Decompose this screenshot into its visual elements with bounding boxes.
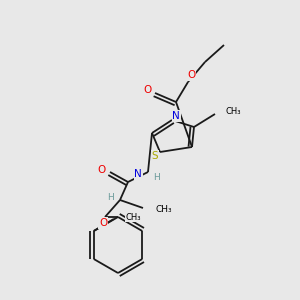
Text: O: O xyxy=(187,70,195,80)
Text: N: N xyxy=(134,169,142,179)
Text: H: H xyxy=(153,173,160,182)
Text: O: O xyxy=(143,85,151,95)
Text: N: N xyxy=(172,111,180,121)
Text: S: S xyxy=(152,151,158,161)
Text: H: H xyxy=(106,194,113,202)
Text: CH₃: CH₃ xyxy=(126,212,141,221)
Text: CH₃: CH₃ xyxy=(155,205,172,214)
Text: O: O xyxy=(98,165,106,175)
Text: CH₃: CH₃ xyxy=(225,106,241,116)
Text: O: O xyxy=(99,218,107,228)
